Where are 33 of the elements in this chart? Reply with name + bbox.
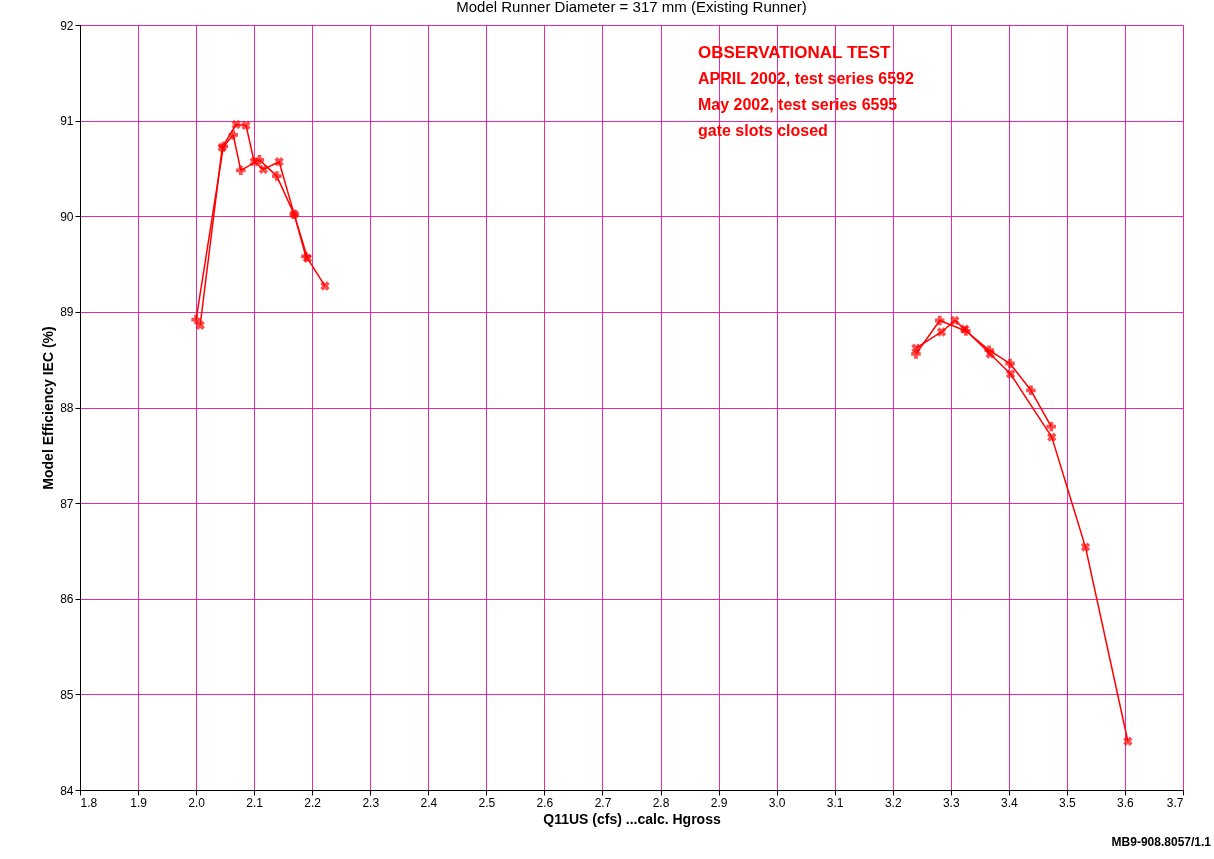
x-tick-label: 2.6 xyxy=(536,795,554,810)
x-tick-label: 3.6 xyxy=(1117,795,1135,810)
x-tick-label: 2.8 xyxy=(652,795,670,810)
y-axis-title: Model Efficiency IEC (%) xyxy=(40,326,57,490)
y-tick-label: 88 xyxy=(60,401,74,415)
x-tick-label: 3.4 xyxy=(1001,795,1019,810)
x-tick-label: 3.0 xyxy=(768,795,786,810)
x-tick-label: 3.2 xyxy=(884,795,902,810)
x-tick-label: 2.7 xyxy=(594,795,612,810)
x-tick-label: 2.1 xyxy=(246,795,264,810)
x-tick-label: 2.3 xyxy=(362,795,380,810)
y-tick-label: 87 xyxy=(60,496,74,511)
x-tick-label: 2.5 xyxy=(478,795,496,810)
chart-title: Model Runner Diameter = 317 mm (Existing Runner) xyxy=(456,0,807,15)
y-tick-label: 84 xyxy=(60,783,74,798)
text: MB9-908.8057/1.1 xyxy=(1111,835,1212,849)
x-tick-label: 1.9 xyxy=(130,795,148,810)
x-tick-label: 2.2 xyxy=(304,795,322,810)
y-tick-label: 91 xyxy=(60,114,74,129)
x-tick-label: 3.3 xyxy=(942,795,960,810)
y-tick-label: 90 xyxy=(60,209,74,224)
y-tick-label: 86 xyxy=(60,592,74,607)
y-tick-label: 85 xyxy=(60,687,74,702)
x-tick-label: 3.5 xyxy=(1059,795,1077,810)
x-tick-label: 3.7 xyxy=(1166,795,1184,810)
x-tick-label: 1.8 xyxy=(80,795,98,810)
y-tick-label: 89 xyxy=(60,305,74,320)
x-tick-label: 3.1 xyxy=(826,795,844,810)
x-axis-title: Q11US (cfs) ...calc. Hgross xyxy=(543,810,721,827)
x-tick-label: 2.9 xyxy=(710,795,728,810)
x-tick-label: 2.4 xyxy=(420,795,438,810)
y-tick-label: 92 xyxy=(60,18,74,33)
x-tick-label: 2.0 xyxy=(188,795,206,810)
